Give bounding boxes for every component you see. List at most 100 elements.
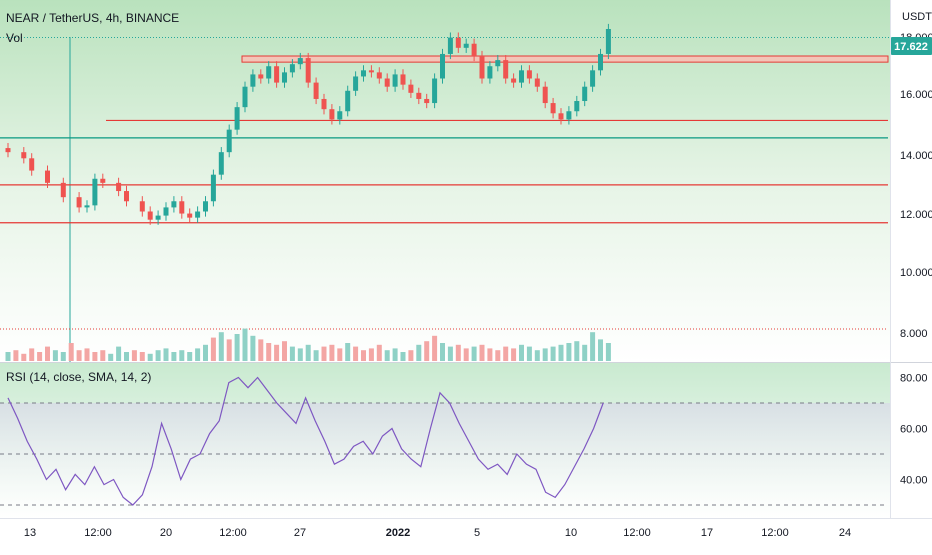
volume-bar — [13, 350, 19, 361]
volume-bar — [424, 341, 430, 361]
candle-body — [526, 70, 532, 79]
candle-body — [274, 66, 280, 83]
volume-bar — [187, 352, 193, 361]
volume-bar — [526, 346, 532, 361]
candle-body — [100, 178, 106, 183]
candle-body — [124, 191, 129, 202]
volume-bar — [139, 352, 145, 361]
candle-body — [29, 158, 35, 171]
candle-body — [440, 53, 445, 79]
resistance-zone — [241, 55, 889, 63]
volume-bar — [566, 343, 572, 361]
candle-body — [416, 92, 422, 99]
volume-bar — [376, 344, 382, 361]
candle-body — [179, 201, 185, 214]
volume-bar — [361, 350, 366, 361]
price-tick-label: 8.000 — [900, 328, 928, 340]
volume-bar — [116, 346, 122, 361]
candle-body — [558, 113, 564, 120]
candle-body — [282, 72, 287, 83]
time-tick-label: 17 — [701, 527, 713, 539]
rsi-tick-label: 80.00 — [900, 373, 928, 385]
volume-bar — [84, 348, 90, 361]
candle-body — [60, 182, 66, 198]
time-tick-label: 27 — [294, 527, 306, 539]
candle-body — [84, 205, 90, 208]
candle-body — [542, 86, 548, 104]
candle-body — [519, 70, 524, 83]
candle-body — [218, 152, 224, 175]
volume-indicator-label[interactable]: Vol — [6, 31, 23, 45]
volume-bar — [605, 343, 611, 361]
rsi-indicator-label[interactable]: RSI (14, close, SMA, 14, 2) — [6, 370, 152, 384]
candle-body — [242, 86, 248, 108]
candle-body — [345, 90, 351, 112]
volume-bar — [542, 348, 548, 361]
volume-bar — [282, 341, 287, 361]
candle-body — [163, 207, 169, 216]
volume-bar — [108, 353, 114, 361]
candle-body — [479, 56, 485, 79]
volume-bar — [124, 352, 129, 361]
volume-bar — [345, 343, 351, 361]
candle-body — [195, 211, 201, 218]
rsi-tick-label: 40.00 — [900, 475, 928, 487]
rsi-axis-labels[interactable]: 80.00 60.00 40.00 — [900, 373, 928, 487]
volume-bar — [329, 344, 335, 361]
volume-bar — [495, 350, 501, 361]
candle-body — [582, 86, 588, 102]
volume-bar — [195, 348, 201, 361]
volume-bar — [313, 350, 319, 361]
time-tick-label: 20 — [160, 527, 172, 539]
volume-bar — [471, 346, 477, 361]
volume-bar — [179, 350, 185, 361]
candle-body — [250, 74, 256, 87]
candle-body — [297, 58, 303, 65]
last-price-tag: 17.622 — [891, 37, 932, 55]
volume-bar — [305, 344, 311, 361]
candle-body — [155, 215, 161, 220]
volume-bar — [503, 346, 509, 361]
candle-body — [487, 66, 493, 79]
candle-body — [495, 60, 501, 67]
candle-body — [139, 201, 145, 212]
candle-body — [289, 64, 295, 73]
volume-bar — [242, 328, 248, 361]
candle-body — [171, 201, 177, 208]
volume-bar — [550, 346, 556, 361]
rsi-line — [7, 376, 604, 506]
volume-bar — [511, 348, 517, 361]
volume-bar — [218, 332, 224, 361]
candle-body — [210, 174, 216, 202]
candle-body — [321, 98, 327, 110]
symbol-title[interactable]: NEAR / TetherUS, 4h, BINANCE — [6, 11, 180, 25]
candle-body — [76, 197, 82, 208]
volume-bar — [155, 350, 161, 361]
candle-body — [447, 37, 453, 54]
volume-bar — [68, 343, 74, 361]
candles — [5, 23, 611, 225]
time-tick-label: 12:00 — [219, 527, 247, 539]
candle-body — [503, 60, 509, 79]
volume-bar — [297, 348, 303, 361]
candle-body — [471, 43, 477, 57]
volume-bars — [5, 328, 611, 361]
volume-bar — [440, 343, 445, 361]
volume-bar — [487, 348, 493, 361]
candle-body — [21, 152, 27, 159]
candle-body — [147, 211, 153, 220]
time-tick-label: 12:00 — [84, 527, 112, 539]
volume-bar — [447, 346, 453, 361]
candle-body — [353, 76, 359, 91]
candle-body — [187, 213, 193, 218]
candle-body — [400, 74, 406, 85]
price-tick-label: 16.000 — [900, 89, 932, 101]
time-axis-labels[interactable]: 13 12:00 20 12:00 27 2022 5 10 12:00 17 12:00 24 — [24, 527, 851, 539]
volume-bar — [463, 348, 469, 361]
candle-body — [511, 78, 517, 83]
candle-body — [116, 182, 122, 192]
volume-bar — [289, 346, 295, 361]
currency-label: USDT — [902, 11, 932, 23]
